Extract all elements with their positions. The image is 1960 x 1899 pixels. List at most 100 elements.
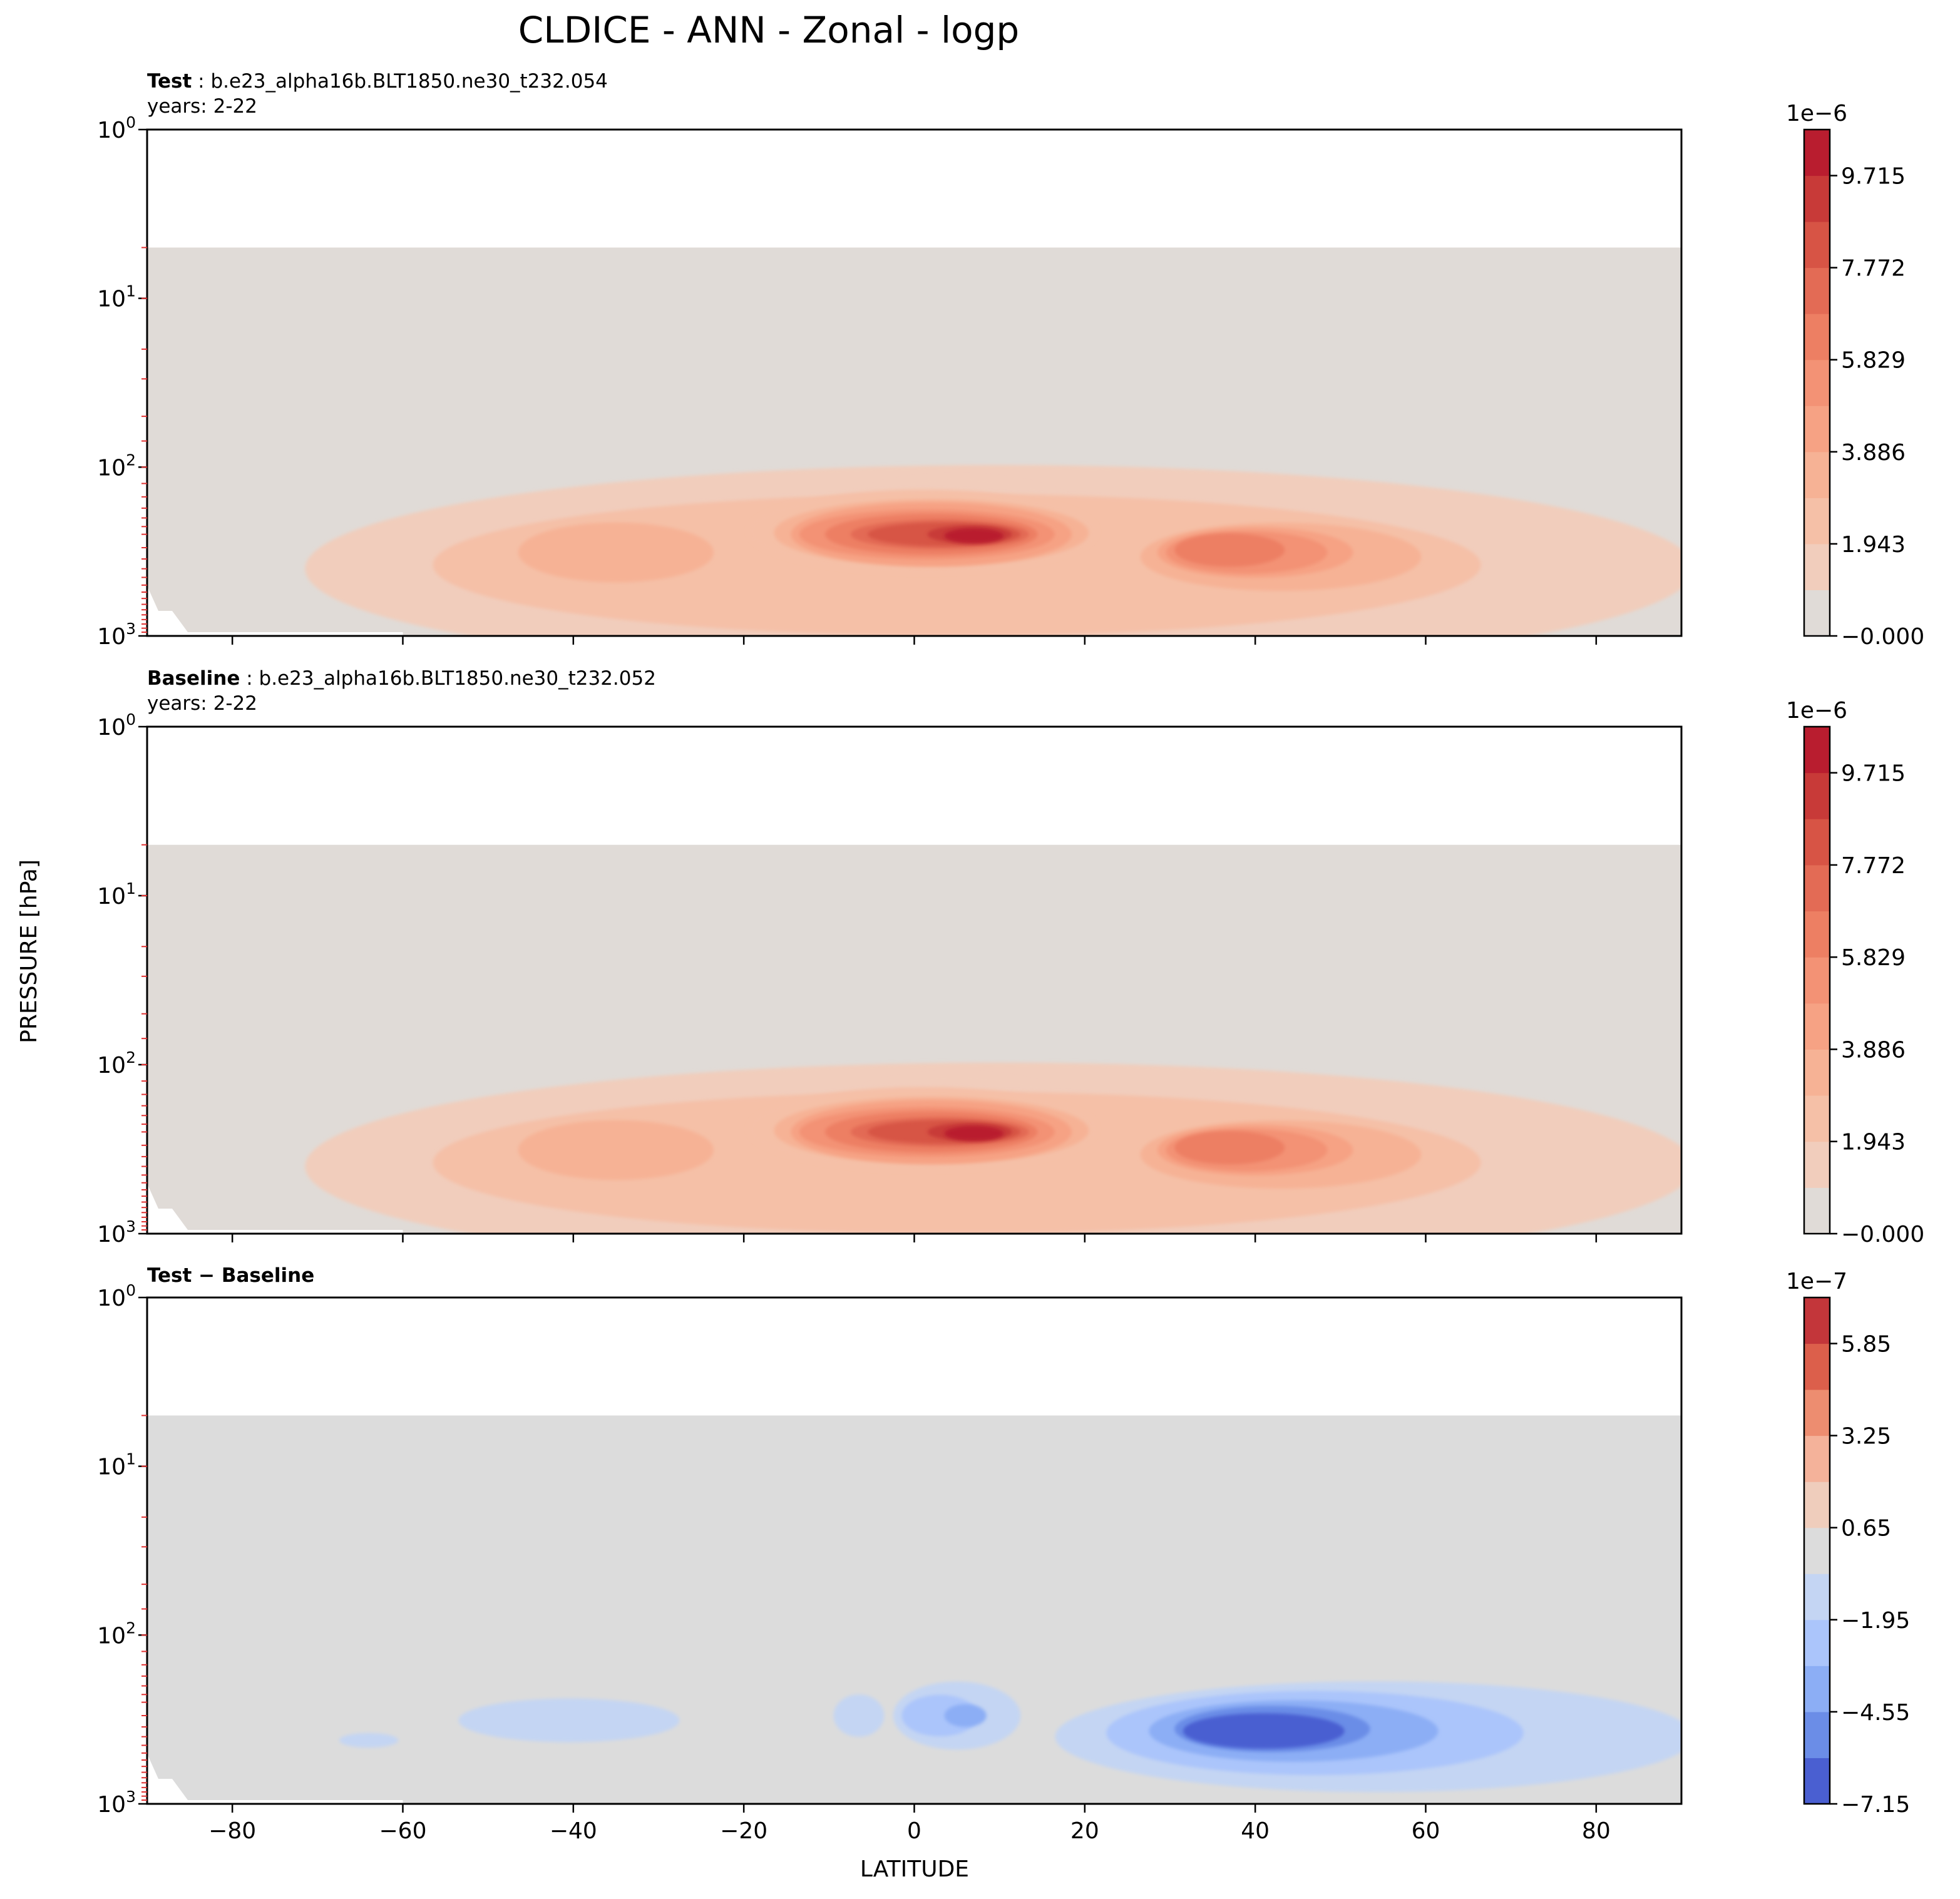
x-tick-label: 0 — [907, 1818, 921, 1844]
colorbar: 9.715 7.772 5.829 3.886 1.943 −0.000 1e−6 — [1786, 698, 1924, 1247]
colorbar-segment — [1804, 175, 1830, 222]
x-tick-label: 40 — [1241, 1818, 1270, 1844]
colorbar-tick-label: 9.715 — [1841, 164, 1906, 190]
colorbar-segment — [1804, 1298, 1830, 1344]
colorbar: 5.85 3.25 0.65 −1.95 −4.55 −7.15 1e−7 — [1786, 1269, 1910, 1818]
panel-title-bold: Baseline — [147, 667, 240, 690]
colorbar: 9.715 7.772 5.829 3.886 1.943 −0.000 1e−6 — [1786, 101, 1924, 650]
colorbar-segment — [1804, 1482, 1830, 1528]
colorbar-tick-label: 5.85 — [1841, 1332, 1891, 1358]
contour-level-2 — [944, 1704, 987, 1728]
colorbar-segment — [1804, 130, 1830, 177]
colorbar-segment — [1804, 957, 1830, 1004]
baseline-panel: Baseline : b.e23_alpha16b.BLT1850.ne30_t… — [97, 667, 1924, 1247]
colorbar-multiplier: 1e−6 — [1786, 698, 1847, 724]
colorbar-segment — [1804, 222, 1830, 269]
contour-level-4 — [458, 1698, 680, 1743]
y-tick-label: 101 — [97, 1450, 136, 1480]
panel-title-bold: Test — [147, 70, 192, 93]
y-tick-exponent: 3 — [126, 1217, 136, 1236]
contour-field — [147, 1415, 1681, 1804]
y-tick-exponent: 0 — [126, 113, 136, 131]
y-tick-exponent: 2 — [126, 1619, 136, 1637]
colorbar-tick-label: 0.65 — [1841, 1516, 1891, 1542]
contour-field — [147, 844, 1681, 1234]
y-tick-base: 10 — [97, 715, 126, 740]
contour-level-3 — [518, 1120, 714, 1180]
panel-title-bold: Test − Baseline — [147, 1264, 314, 1287]
colorbar-tick-label: −7.15 — [1841, 1792, 1910, 1818]
y-tick-label: 100 — [97, 1281, 136, 1311]
y-tick-exponent: 1 — [126, 879, 136, 898]
y-axis-label: PRESSURE [hPa] — [16, 859, 42, 1043]
panel-title-case: : b.e23_alpha16b.BLT1850.ne30_t232.052 — [240, 667, 656, 690]
panel-subtitle: years: 2-22 — [147, 692, 257, 715]
contour-level-4 — [833, 1694, 885, 1737]
x-tick-label: −60 — [379, 1818, 427, 1844]
colorbar-segment — [1804, 359, 1830, 406]
colorbar-segment — [1804, 1141, 1830, 1188]
colorbar-tick-label: 3.886 — [1841, 1037, 1906, 1063]
colorbar-segment — [1804, 1435, 1830, 1482]
contour-level-6 — [1174, 533, 1285, 567]
y-tick-exponent: 0 — [126, 1281, 136, 1299]
colorbar-segment — [1804, 1003, 1830, 1050]
y-tick-exponent: 2 — [126, 1048, 136, 1067]
y-tick-base: 10 — [97, 287, 126, 312]
test-panel: Test : b.e23_alpha16b.BLT1850.ne30_t232.… — [97, 70, 1924, 650]
y-tick-label: 102 — [97, 451, 136, 481]
y-tick-base: 10 — [97, 1623, 126, 1649]
y-tick-label: 100 — [97, 710, 136, 740]
y-tick-base: 10 — [97, 1053, 126, 1078]
panel-title: Baseline : b.e23_alpha16b.BLT1850.ne30_t… — [147, 667, 656, 690]
colorbar-tick-label: 1.943 — [1841, 1130, 1906, 1155]
colorbar-frame — [1803, 1296, 1831, 1805]
colorbar-segment — [1804, 1619, 1830, 1666]
colorbar-tick-label: −1.95 — [1841, 1608, 1910, 1634]
colorbar-segment — [1804, 1343, 1830, 1390]
colorbar-multiplier: 1e−7 — [1786, 1269, 1847, 1294]
y-tick-base: 10 — [97, 1792, 126, 1818]
contour-level-4 — [339, 1733, 399, 1748]
colorbar-tick-label: −4.55 — [1841, 1700, 1910, 1726]
colorbar-tick-label: 7.772 — [1841, 256, 1906, 282]
contour-level-10 — [944, 528, 1004, 544]
contour-level-6 — [1174, 1130, 1285, 1165]
y-tick-label: 101 — [97, 282, 136, 312]
colorbar-segment — [1804, 590, 1830, 637]
contour-field — [147, 247, 1681, 636]
panel-title: Test − Baseline — [147, 1264, 314, 1287]
y-tick-label: 103 — [97, 1217, 136, 1247]
colorbar-segment — [1804, 1187, 1830, 1234]
panel-subtitle: years: 2-22 — [147, 95, 257, 118]
colorbar-segment — [1804, 911, 1830, 958]
colorbar-segment — [1804, 498, 1830, 545]
y-tick-base: 10 — [97, 1222, 126, 1247]
colorbar-frame — [1803, 128, 1831, 637]
y-tick-exponent: 1 — [126, 1450, 136, 1468]
y-tick-label: 103 — [97, 620, 136, 650]
x-tick-label: −80 — [208, 1818, 256, 1844]
topography-mask — [147, 1184, 403, 1234]
colorbar-tick-label: −0.000 — [1841, 624, 1924, 650]
y-tick-exponent: 3 — [126, 620, 136, 638]
x-tick-label: 80 — [1582, 1818, 1611, 1844]
topography-mask — [147, 1754, 403, 1804]
x-axis-label: LATITUDE — [860, 1856, 969, 1882]
colorbar-segment — [1804, 1049, 1830, 1096]
colorbar-segment — [1804, 451, 1830, 498]
y-tick-base: 10 — [97, 624, 126, 650]
colorbar-tick-label: 7.772 — [1841, 853, 1906, 879]
y-tick-label: 102 — [97, 1619, 136, 1649]
colorbar-segment — [1804, 314, 1830, 361]
y-tick-exponent: 1 — [126, 282, 136, 300]
colorbar-segment — [1804, 819, 1830, 866]
colorbar-tick-label: 3.25 — [1841, 1424, 1891, 1450]
colorbar-tick-label: 9.715 — [1841, 761, 1906, 787]
y-tick-exponent: 0 — [126, 710, 136, 729]
topography-mask — [147, 586, 403, 636]
colorbar-segment — [1804, 727, 1830, 774]
panel-title-case: : b.e23_alpha16b.BLT1850.ne30_t232.054 — [192, 70, 608, 93]
colorbar-segment — [1804, 1758, 1830, 1804]
